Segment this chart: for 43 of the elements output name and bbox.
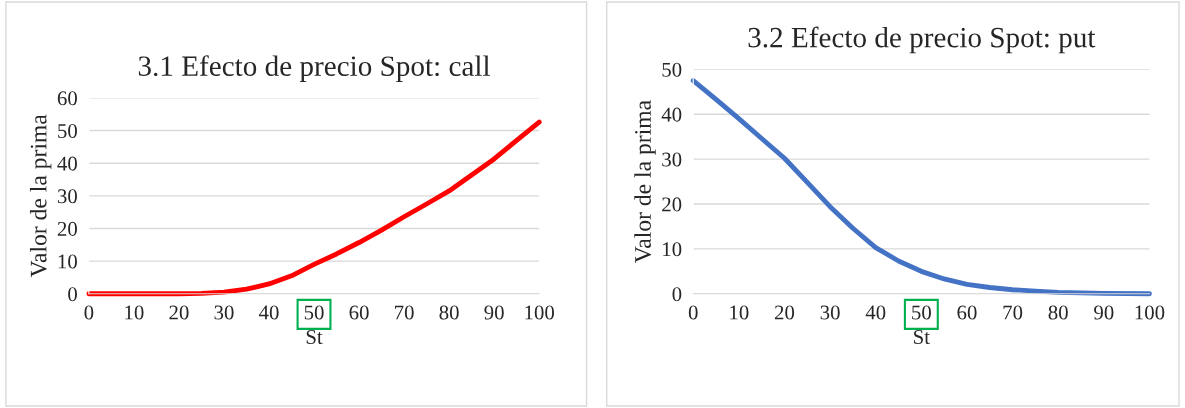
x-axis-title: St — [306, 329, 323, 344]
chart-title: 3.2 Efecto de precio Spot: put — [748, 26, 1096, 54]
x-tick-label: 70 — [395, 305, 414, 320]
x-tick-label: 40 — [258, 305, 279, 320]
x-tick-label: 60 — [957, 305, 977, 320]
x-tick-label: 50 — [912, 305, 931, 320]
y-tick-label: 40 — [57, 156, 77, 171]
y-tick-label: 50 — [58, 123, 77, 138]
x-tick-label: 50 — [304, 305, 324, 320]
y-tick-label: 30 — [57, 189, 77, 204]
y-axis-title: Valor de la prima — [29, 114, 52, 278]
x-tick-label: 70 — [1003, 305, 1023, 320]
x-tick-label: 20 — [774, 305, 795, 320]
line-series — [690, 78, 1152, 297]
chart-title: 3.1 Efecto de precio Spot: call — [138, 55, 490, 82]
x-tick-label: 60 — [349, 305, 369, 320]
x-tick-label: 0 — [84, 305, 94, 320]
x-tick-label: 90 — [484, 305, 504, 320]
y-tick-label: 60 — [57, 91, 77, 106]
y-tick-label: 20 — [662, 197, 682, 212]
x-tick-label: 100 — [525, 305, 555, 320]
y-tick-label: 20 — [57, 221, 77, 236]
x-tick-label: 0 — [688, 305, 698, 320]
y-tick-label: 30 — [662, 152, 682, 167]
x-tick-label: 80 — [1048, 305, 1068, 320]
y-tick-label: 0 — [672, 287, 682, 302]
y-tick-label: 10 — [58, 254, 77, 269]
x-tick-label: 90 — [1094, 305, 1114, 320]
y-axis-title: Valor de la prima — [634, 100, 656, 263]
x-tick-label: 20 — [169, 305, 189, 320]
x-tick-label: 30 — [214, 305, 234, 320]
x-tick-label: 10 — [125, 305, 144, 320]
x-tick-label: 30 — [820, 305, 840, 320]
line-series — [86, 119, 542, 297]
x-tick-label: 80 — [439, 305, 459, 320]
x-tick-label: 40 — [865, 305, 886, 320]
y-tick-label: 50 — [662, 62, 682, 77]
x-tick-label: 10 — [730, 305, 749, 320]
y-tick-label: 0 — [68, 287, 77, 302]
x-axis-title: St — [914, 329, 930, 344]
x-tick-label: 100 — [1135, 305, 1165, 320]
y-tick-label: 40 — [661, 107, 682, 122]
y-tick-label: 10 — [663, 242, 682, 257]
